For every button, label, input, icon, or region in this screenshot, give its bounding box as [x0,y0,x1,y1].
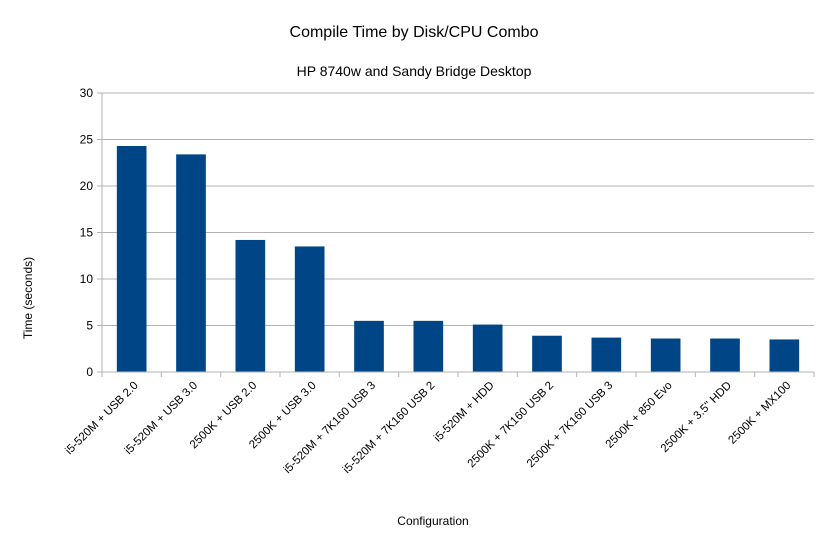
y-tick-label: 30 [80,86,94,100]
x-axis-label: Configuration [397,514,468,528]
y-tick-label: 25 [80,133,94,147]
chart-title: Compile Time by Disk/CPU Combo [290,24,539,41]
bar [294,246,325,372]
bars [116,146,800,372]
y-tick-label: 15 [80,226,94,240]
y-tick-label: 10 [80,272,94,286]
bar [354,320,384,372]
y-tick-label: 5 [86,319,93,333]
x-tick-label: i5-520M + HDD [432,380,497,445]
bar [235,239,266,372]
y-axis-label: Time (seconds) [21,257,35,339]
bar [532,335,562,372]
y-tick-labels: 0 5 10 15 20 25 30 [80,86,94,379]
bar [769,339,800,372]
bar [116,146,147,372]
chart-subtitle: HP 8740w and Sandy Bridge Desktop [297,63,532,79]
bar [710,338,740,372]
bar [650,338,681,372]
x-tick-labels: i5-520M + USB 2.0i5-520M + USB 3.02500K … [63,380,793,476]
gridlines [97,92,814,373]
x-tick-label: 2500K + MX100 [726,380,793,447]
bar [413,320,444,372]
y-tick-label: 0 [86,365,93,379]
axes [101,93,815,377]
y-tick-label: 20 [80,179,94,193]
bar [176,154,206,372]
bar [472,324,503,372]
bar [591,337,622,372]
